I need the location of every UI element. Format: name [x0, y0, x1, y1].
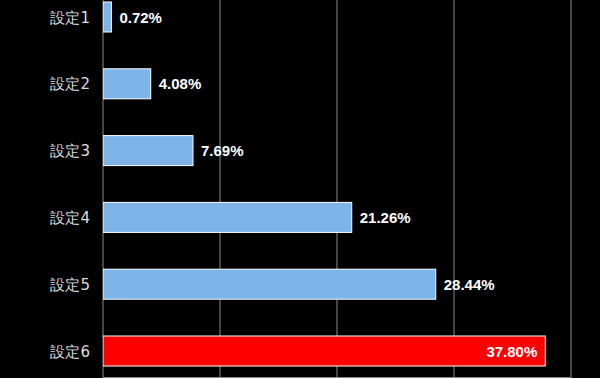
chart: 0.72%4.08%7.69%21.26%28.44%37.80%設定1設定2設…: [0, 0, 600, 378]
data-label: 28.44%: [444, 276, 495, 293]
bar: [103, 136, 193, 166]
grid-line: [571, 0, 572, 378]
category-label: 設定6: [50, 343, 90, 361]
grid-line: [337, 0, 338, 378]
grid-line: [103, 0, 104, 378]
bars: [103, 2, 545, 366]
category-label: 設定5: [50, 276, 90, 294]
labels: 0.72% 4.08% 7.69% 21.26% 28.44% 37.80%: [119, 9, 537, 360]
category-label: 設定4: [50, 209, 90, 227]
grid: [103, 0, 571, 378]
data-label: 4.08%: [159, 75, 202, 92]
bar: [103, 269, 436, 299]
category-label: 設定1: [50, 9, 90, 27]
y-tick-labels: 設定1 設定2 設定3 設定4 設定5 設定6: [50, 9, 90, 361]
data-label: 21.26%: [360, 209, 411, 226]
category-label: 設定2: [50, 75, 90, 93]
data-label: 0.72%: [119, 9, 162, 26]
data-label: 7.69%: [201, 142, 244, 159]
x-axis-line: [103, 377, 571, 378]
bar: [103, 69, 151, 99]
category-label: 設定3: [50, 142, 90, 160]
data-label: 37.80%: [486, 343, 537, 360]
bar: [103, 2, 111, 32]
bar: [103, 336, 545, 366]
grid-line: [220, 0, 221, 378]
bar: [103, 202, 352, 232]
grid-line: [454, 0, 455, 378]
